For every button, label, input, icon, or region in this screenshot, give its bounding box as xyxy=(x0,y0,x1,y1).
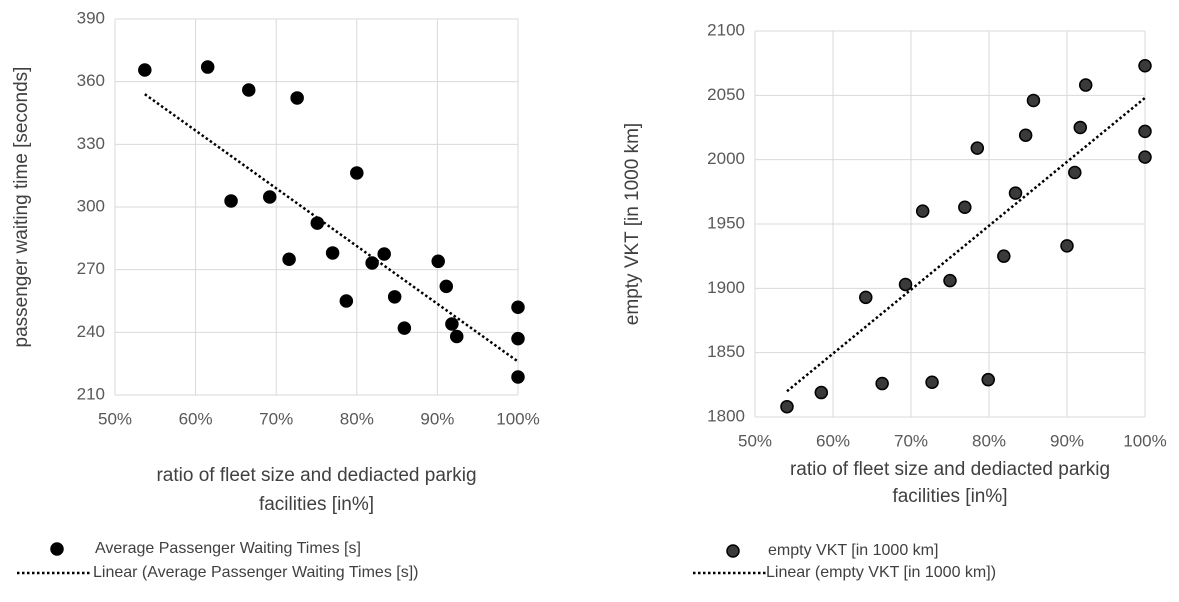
x-tick-label: 50% xyxy=(738,431,772,450)
y-tick-label: 1800 xyxy=(707,406,745,425)
x-axis-title: facilities [in%] xyxy=(259,494,374,515)
point xyxy=(445,317,459,331)
point xyxy=(981,372,995,387)
point xyxy=(387,290,402,304)
point xyxy=(1018,128,1033,142)
x-tick-label: 100% xyxy=(496,409,539,428)
y-tick-label: 1900 xyxy=(707,278,745,297)
point xyxy=(224,194,238,208)
x-axis-title: ratio of fleet size and dediacted parkig xyxy=(156,465,476,486)
x-tick-label: 90% xyxy=(420,409,454,428)
point xyxy=(511,331,525,346)
x-axis-title: ratio of fleet size and dediacted parkig xyxy=(790,459,1110,480)
point xyxy=(350,166,364,180)
x-tick-label: 60% xyxy=(179,409,213,428)
point xyxy=(1138,124,1152,139)
legend-marker xyxy=(50,542,64,556)
point xyxy=(339,294,354,308)
x-tick-label: 70% xyxy=(894,431,928,450)
y-tick-label: 2000 xyxy=(707,149,745,168)
point xyxy=(449,329,464,344)
point xyxy=(282,252,296,266)
point xyxy=(290,91,304,105)
point xyxy=(365,256,379,270)
point xyxy=(263,190,277,204)
point xyxy=(310,216,325,230)
point xyxy=(970,141,985,155)
y-axis-title: empty VKT [in 1000 km] xyxy=(622,123,643,325)
y-tick-label: 300 xyxy=(77,196,105,215)
legend-label: empty VKT [in 1000 km] xyxy=(768,542,938,559)
y-tick-label: 360 xyxy=(77,71,105,90)
point xyxy=(325,246,340,260)
point xyxy=(1138,150,1152,164)
point xyxy=(859,290,873,305)
y-tick-label: 390 xyxy=(77,8,105,27)
x-tick-label: 70% xyxy=(259,409,293,428)
y-tick-label: 240 xyxy=(77,322,105,341)
point xyxy=(242,83,256,97)
point xyxy=(377,247,391,261)
point xyxy=(1068,165,1082,180)
y-tick-label: 270 xyxy=(77,259,105,278)
trend-line xyxy=(144,93,519,363)
point xyxy=(925,375,939,390)
legend-label: Linear (Average Passenger Waiting Times … xyxy=(93,564,418,581)
legend-label: Average Passenger Waiting Times [s] xyxy=(95,540,361,557)
x-tick-label: 100% xyxy=(1123,431,1166,450)
y-tick-label: 2100 xyxy=(707,20,745,39)
point xyxy=(943,273,957,288)
trend-line xyxy=(786,96,1146,393)
point xyxy=(875,376,889,391)
point xyxy=(439,279,454,294)
point xyxy=(1073,120,1088,135)
point xyxy=(1138,58,1152,73)
x-tick-label: 90% xyxy=(1050,431,1084,450)
point xyxy=(1078,78,1093,92)
point xyxy=(431,254,445,269)
point xyxy=(1060,239,1074,253)
legend-marker xyxy=(726,544,740,558)
point xyxy=(958,200,972,215)
y-tick-label: 210 xyxy=(77,384,105,403)
point xyxy=(511,370,525,384)
x-tick-label: 80% xyxy=(340,409,374,428)
point xyxy=(814,385,829,400)
y-tick-label: 1850 xyxy=(707,342,745,361)
point xyxy=(397,321,412,335)
point xyxy=(138,63,152,77)
y-tick-label: 2050 xyxy=(707,85,745,104)
point xyxy=(780,399,794,414)
x-axis-title: facilities [in%] xyxy=(892,486,1007,507)
point xyxy=(997,249,1011,263)
y-tick-label: 1950 xyxy=(707,213,745,232)
point xyxy=(1008,186,1023,200)
y-axis-title: passenger waiting time [seconds] xyxy=(11,67,32,348)
point xyxy=(511,300,525,315)
point xyxy=(915,204,930,218)
point xyxy=(898,277,913,292)
legend-label: Linear (empty VKT [in 1000 km]) xyxy=(766,564,996,581)
x-tick-label: 80% xyxy=(972,431,1006,450)
x-tick-label: 60% xyxy=(816,431,850,450)
x-tick-label: 50% xyxy=(98,409,132,428)
y-tick-label: 330 xyxy=(77,134,105,153)
point xyxy=(200,60,215,74)
point xyxy=(1026,93,1041,108)
